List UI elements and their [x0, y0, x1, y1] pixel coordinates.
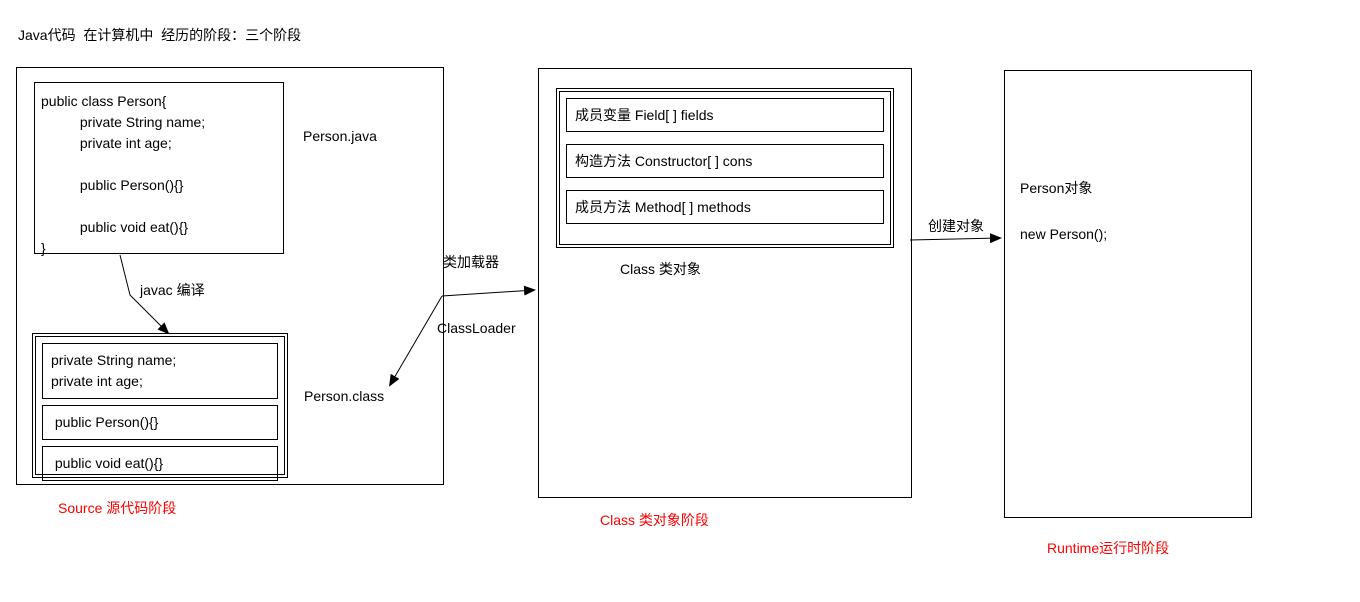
class-file-label: Person.class [304, 388, 384, 404]
stage3-box [1004, 70, 1252, 518]
compiled-methods: public void eat(){} [42, 446, 278, 481]
stage1-label: Source 源代码阶段 [58, 498, 176, 518]
class-object-label: Class 类对象 [620, 259, 701, 279]
compiler-label: javac 编译 [140, 280, 205, 300]
stage3-label: Runtime运行时阶段 [1047, 538, 1169, 558]
compiled-box: private String name; private int age; pu… [32, 333, 288, 478]
runtime-line2: new Person(); [1020, 226, 1107, 242]
diagram-canvas: Java代码 在计算机中 经历的阶段：三个阶段 public class Per… [0, 0, 1360, 602]
java-file-label: Person.java [303, 128, 377, 144]
source-code-box: public class Person{ private String name… [34, 82, 284, 254]
compiled-fields: private String name; private int age; [42, 343, 278, 399]
classloader-label-top: 类加载器 [443, 252, 499, 272]
class-constructors: 构造方法 Constructor[ ] cons [566, 144, 884, 178]
class-object-box: 成员变量 Field[ ] fields 构造方法 Constructor[ ]… [556, 88, 894, 248]
runtime-line1: Person对象 [1020, 178, 1092, 198]
stage2-label: Class 类对象阶段 [600, 510, 709, 530]
class-fields: 成员变量 Field[ ] fields [566, 98, 884, 132]
source-code: public class Person{ private String name… [35, 83, 283, 267]
create-object-label: 创建对象 [928, 216, 984, 236]
class-methods: 成员方法 Method[ ] methods [566, 190, 884, 224]
diagram-title: Java代码 在计算机中 经历的阶段：三个阶段 [18, 25, 301, 45]
compiled-constructor: public Person(){} [42, 405, 278, 440]
classloader-label-bottom: ClassLoader [437, 320, 516, 336]
